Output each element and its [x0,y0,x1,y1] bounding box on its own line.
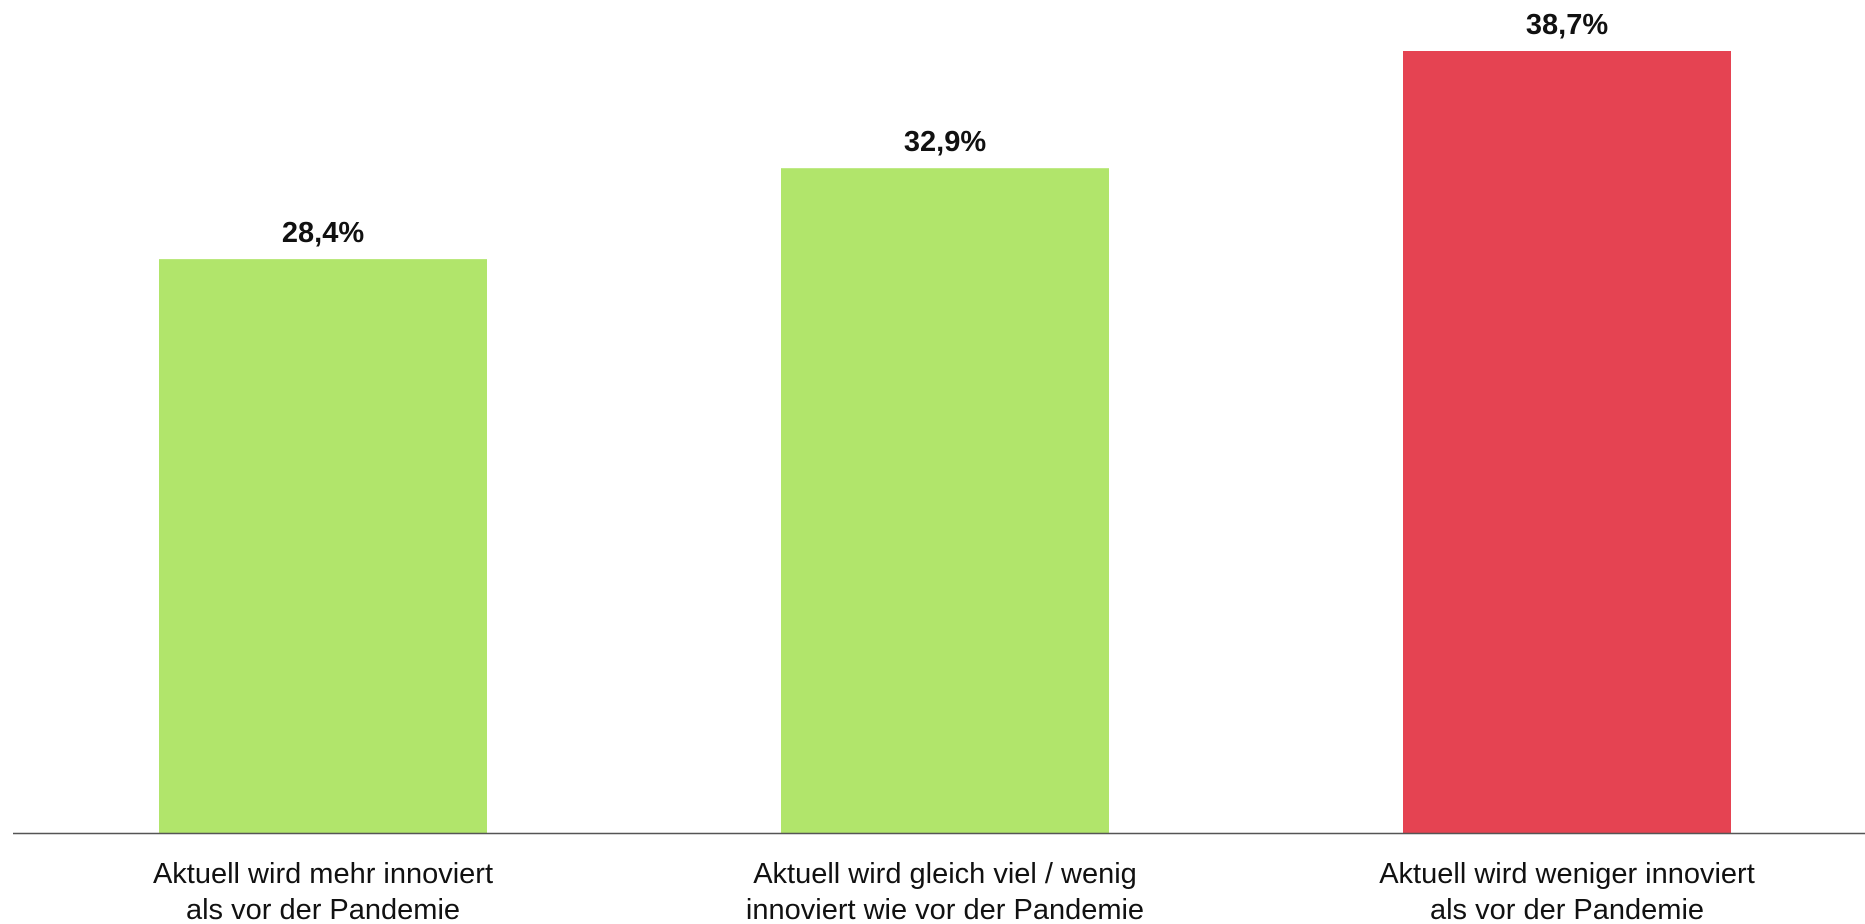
category-label-2-line-1: Aktuell wird gleich viel / wenig [753,858,1137,890]
bars-group [159,51,1731,833]
bar-3 [1403,51,1731,833]
category-labels-group: Aktuell wird mehr innoviert als vor der P… [153,858,1755,924]
category-label-3-line-2: als vor der Pandemie [1430,894,1704,924]
data-label-1: 28,4% [282,217,364,249]
value-labels-group: 28,4% 32,9% 38,7% [282,9,1608,249]
category-label-3-line-1: Aktuell wird weniger innoviert [1379,858,1755,890]
data-label-2: 32,9% [904,126,986,158]
category-label-1-line-1: Aktuell wird mehr innoviert [153,858,493,890]
category-label-1-line-2: als vor der Pandemie [186,894,460,924]
category-label-2-line-2: innoviert wie vor der Pandemie [746,894,1144,924]
data-label-3: 38,7% [1526,9,1608,41]
bar-2 [781,168,1109,833]
bar-1 [159,259,487,833]
